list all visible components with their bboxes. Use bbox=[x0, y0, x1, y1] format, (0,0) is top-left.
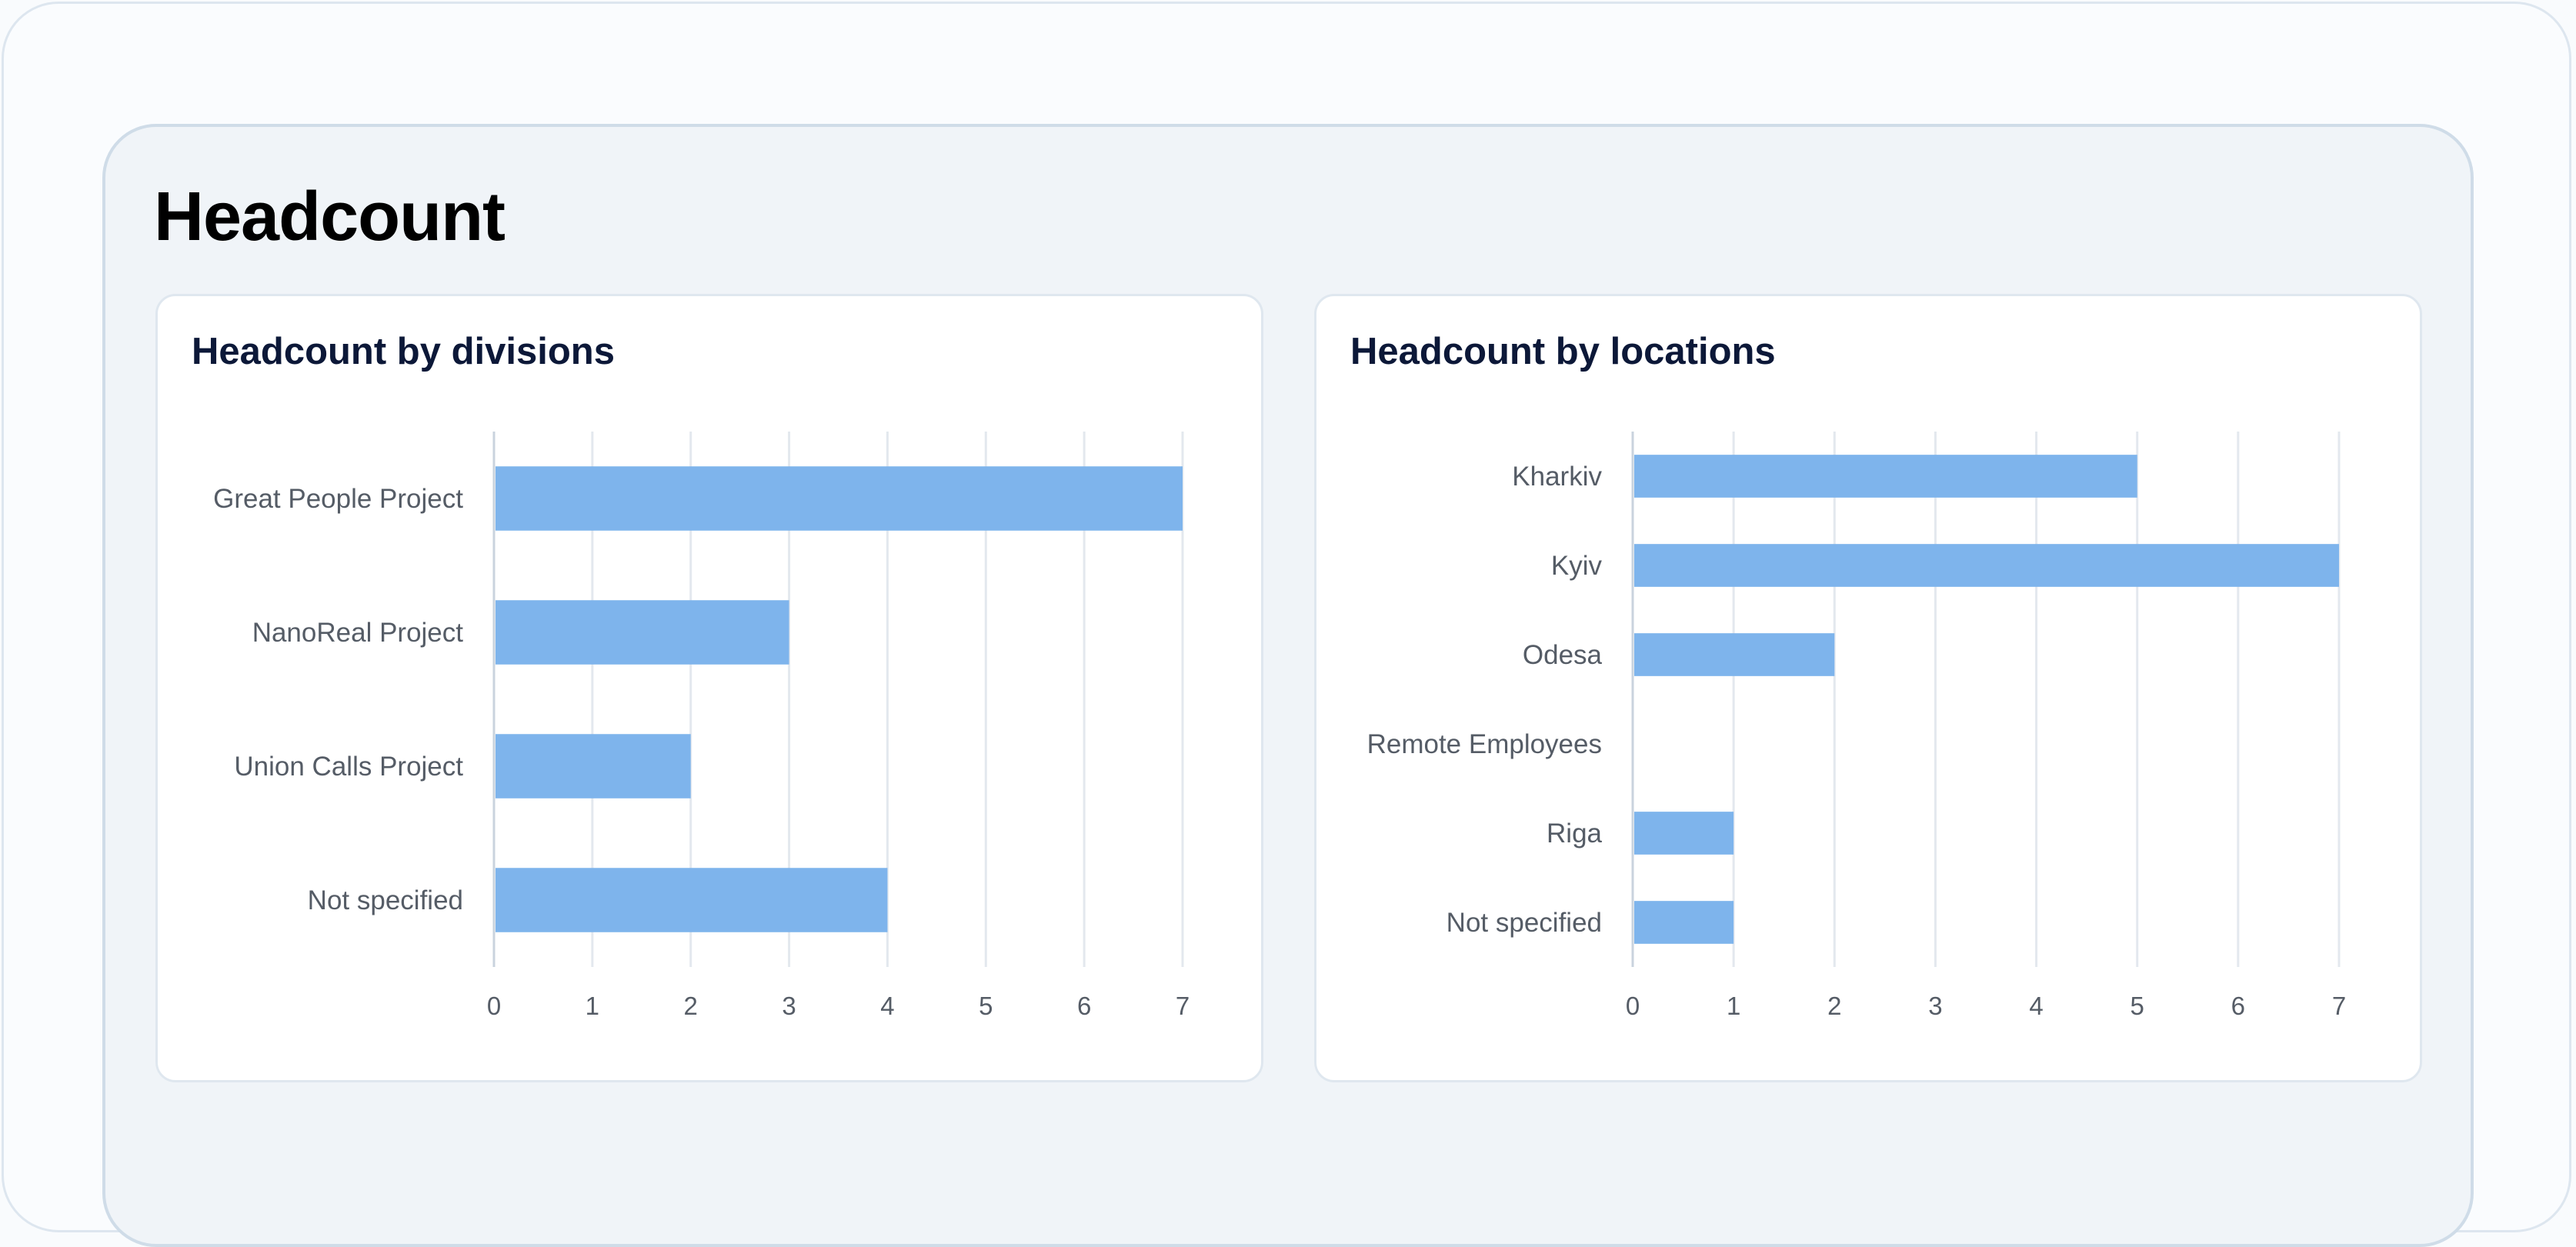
locations-chart-title: Headcount by locations bbox=[1350, 331, 1776, 372]
bar[interactable] bbox=[1634, 812, 1734, 855]
bar[interactable] bbox=[496, 868, 888, 932]
x-tick-label: 1 bbox=[586, 992, 599, 1020]
x-tick-label: 4 bbox=[2029, 992, 2043, 1020]
category-label: Odesa bbox=[1523, 640, 1603, 670]
bar[interactable] bbox=[496, 734, 691, 799]
category-label: Riga bbox=[1547, 819, 1603, 849]
bar[interactable] bbox=[496, 466, 1183, 531]
category-label: Not specified bbox=[1446, 908, 1602, 938]
x-tick-label: 6 bbox=[2231, 992, 2245, 1020]
category-label: Remote Employees bbox=[1367, 729, 1602, 759]
x-tick-label: 3 bbox=[1928, 992, 1942, 1020]
x-tick-label: 3 bbox=[782, 992, 796, 1020]
category-label: Kharkiv bbox=[1512, 462, 1602, 492]
category-label: NanoReal Project bbox=[252, 618, 464, 648]
bar[interactable] bbox=[1634, 544, 2339, 587]
locations-chart-card: Headcount by locations 0 1 2 3 4 5 6 7 Kharkiv Ky… bbox=[1314, 294, 2422, 1082]
x-tick-label: 7 bbox=[1176, 992, 1190, 1020]
x-tick-label: 4 bbox=[880, 992, 894, 1020]
bar[interactable] bbox=[1634, 455, 2137, 498]
locations-chart: 0 1 2 3 4 5 6 7 Kharkiv Kyiv Odesa Remote Employees… bbox=[1367, 432, 2346, 1020]
x-tick-label: 5 bbox=[2131, 992, 2144, 1020]
x-tick-label: 2 bbox=[1827, 992, 1841, 1020]
category-label: Great People Project bbox=[213, 484, 463, 514]
bar[interactable] bbox=[1634, 633, 1835, 676]
divisions-chart-card: Headcount by divisions 0 1 2 3 4 5 6 7 Great Peo… bbox=[155, 294, 1263, 1082]
bar[interactable] bbox=[496, 600, 789, 665]
x-tick-label: 7 bbox=[2332, 992, 2346, 1020]
x-tick-label: 1 bbox=[1727, 992, 1740, 1020]
bar[interactable] bbox=[1634, 901, 1734, 944]
divisions-chart: 0 1 2 3 4 5 6 7 Great People Project NanoReal Pro… bbox=[213, 432, 1190, 1020]
divisions-chart-title: Headcount by divisions bbox=[192, 331, 615, 372]
category-label: Union Calls Project bbox=[234, 752, 463, 782]
x-tick-label: 6 bbox=[1077, 992, 1091, 1020]
x-tick-label: 0 bbox=[487, 992, 501, 1020]
category-label: Kyiv bbox=[1551, 551, 1603, 581]
x-tick-label: 5 bbox=[979, 992, 993, 1020]
category-label: Not specified bbox=[308, 885, 463, 915]
x-tick-label: 2 bbox=[684, 992, 698, 1020]
page-title: Headcount bbox=[154, 178, 506, 255]
x-tick-label: 0 bbox=[1626, 992, 1640, 1020]
